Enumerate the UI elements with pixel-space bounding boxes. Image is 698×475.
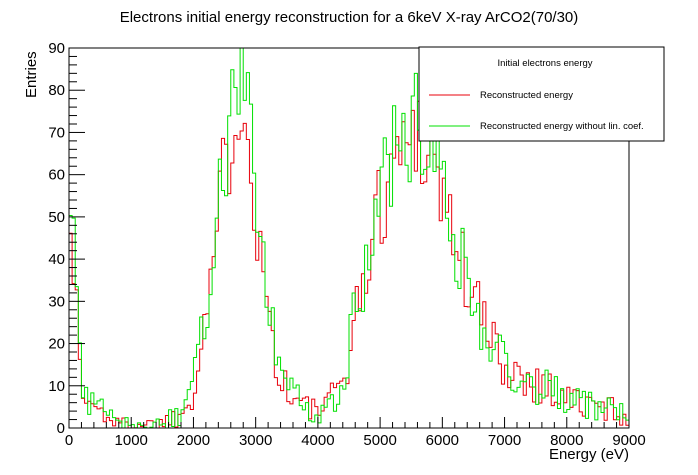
y-tick-label: 50 xyxy=(48,209,65,226)
legend: Initial electrons energy Reconstructed e… xyxy=(418,46,665,142)
y-tick-label: 60 xyxy=(48,167,65,184)
x-tick-label: 8000 xyxy=(550,432,583,449)
plot-frame xyxy=(68,47,630,429)
legend-label-no-lin-coef: Reconstructed energy without lin. coef. xyxy=(480,121,644,132)
x-tick-label: 2000 xyxy=(177,432,210,449)
x-tick-label: 4000 xyxy=(301,432,334,449)
series-line-no-lin-coef xyxy=(68,47,629,429)
legend-box xyxy=(418,46,665,142)
legend-header: Initial electrons energy xyxy=(497,58,592,69)
y-tick-label: 20 xyxy=(48,336,65,353)
x-tick-label: 0 xyxy=(65,432,73,449)
x-tick-label: 5000 xyxy=(363,432,396,449)
x-tick-label: 1000 xyxy=(115,432,148,449)
plot-area xyxy=(68,47,629,429)
y-axis-title: Entries xyxy=(23,51,40,98)
x-tick-label: 9000 xyxy=(612,432,645,449)
y-axis: 0 10 20 30 40 50 60 70 80 90 xyxy=(48,40,85,437)
y-tick-label: 90 xyxy=(48,40,65,57)
y-tick-label: 30 xyxy=(48,293,65,310)
x-tick-label: 7000 xyxy=(488,432,521,449)
y-tick-label: 70 xyxy=(48,124,65,141)
x-axis: 0 1000 2000 3000 4000 5000 6000 7000 8000 9000 xyxy=(65,417,646,449)
y-tick-label: 0 xyxy=(57,420,65,437)
y-tick-label: 80 xyxy=(48,82,65,99)
x-tick-label: 3000 xyxy=(239,432,272,449)
y-tick-label: 40 xyxy=(48,251,65,268)
x-axis-title: Energy (eV) xyxy=(549,446,629,463)
x-tick-label: 6000 xyxy=(426,432,459,449)
chart-title: Electrons initial energy reconstruction … xyxy=(120,9,579,26)
y-tick-label: 10 xyxy=(48,378,65,395)
legend-label-reconstructed: Reconstructed energy xyxy=(480,90,573,101)
